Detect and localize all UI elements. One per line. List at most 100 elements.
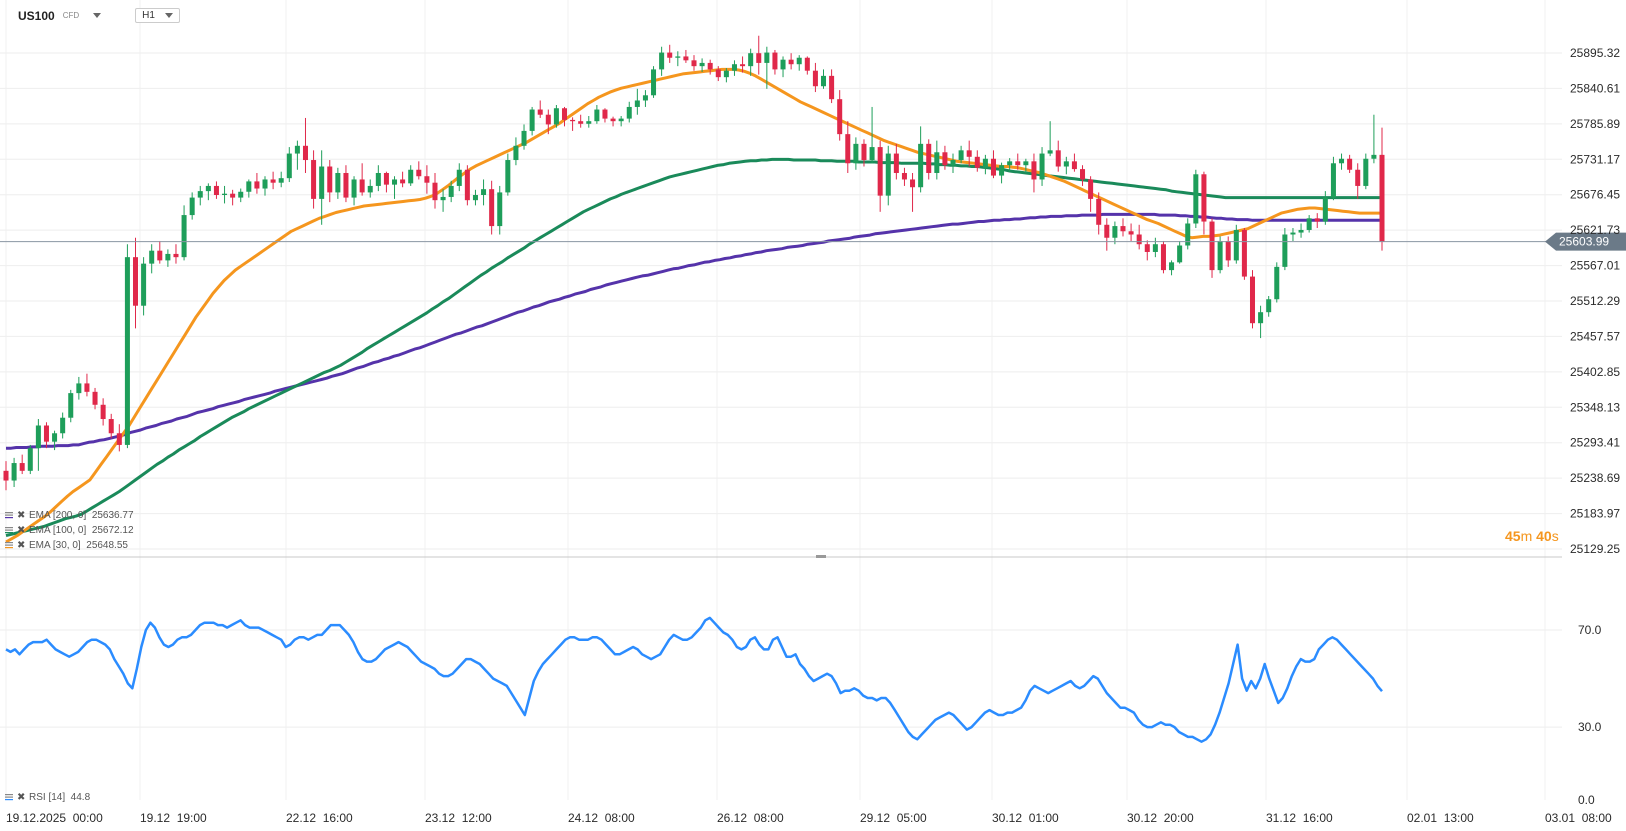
candle-body [311, 160, 317, 199]
symbol-dropdown-icon[interactable] [93, 13, 102, 18]
candle [472, 189, 478, 206]
candle-body [181, 215, 187, 258]
candle-body [84, 383, 90, 392]
candle [84, 373, 90, 397]
candle [999, 162, 1005, 184]
candle [812, 62, 818, 93]
price-tick-label: 25785.89 [1570, 117, 1620, 131]
candle [1136, 224, 1142, 250]
candle [1177, 240, 1183, 264]
countdown-minutes-unit: m [1521, 528, 1533, 544]
candle-body [400, 179, 406, 184]
candle-body [723, 70, 729, 78]
candle [553, 105, 559, 128]
candle-body [1031, 161, 1037, 180]
candle-body [1144, 244, 1150, 252]
candle-body [1055, 150, 1061, 167]
candle [173, 244, 179, 264]
candle-body [553, 108, 559, 125]
candle [43, 422, 49, 449]
candle [926, 139, 932, 180]
candle-body [278, 178, 284, 183]
price-tick-label: 25129.25 [1570, 542, 1620, 556]
candle [699, 58, 705, 72]
symbol-tag: CFD [62, 11, 80, 20]
menu-icon-bar [5, 544, 13, 546]
menu-icon[interactable] [5, 794, 13, 796]
price-tick-label: 25348.13 [1570, 400, 1620, 414]
candle [141, 257, 147, 316]
candle [1266, 296, 1272, 317]
candle-body [521, 130, 527, 146]
candle-body [141, 263, 147, 306]
candle-body [707, 62, 713, 70]
candle-body [1185, 223, 1191, 246]
candle [408, 165, 414, 186]
candle-body [132, 257, 139, 306]
candle-body [108, 419, 114, 434]
candle [675, 51, 681, 67]
candle-body [1071, 161, 1077, 170]
time-tick-label: 24.12 08:00 [568, 811, 635, 825]
candle [586, 116, 592, 128]
candle [651, 66, 657, 98]
candle-body [448, 185, 454, 197]
candle-body [173, 253, 179, 258]
legend-item: ✖ EMA [100, 0] 25672.12 [5, 525, 134, 536]
candle [367, 179, 373, 198]
candle [537, 100, 543, 118]
menu-icon[interactable] [5, 542, 13, 544]
candle-body [942, 152, 948, 166]
symbol-name[interactable]: US100 [18, 8, 55, 23]
candle-body [974, 156, 980, 168]
time-axis[interactable]: 19.12.2025 00:00 19.12 19:00 22.12 16:00 23… [6, 811, 1612, 825]
candle [448, 180, 454, 203]
candle [1322, 191, 1328, 225]
candle [731, 60, 737, 76]
candle [262, 176, 268, 196]
candle [529, 106, 535, 136]
candle [424, 165, 430, 194]
candle [351, 176, 357, 206]
menu-icon[interactable] [5, 527, 13, 529]
candle-body [537, 109, 543, 115]
candle-body [594, 109, 600, 122]
candle-body [756, 53, 762, 63]
candle [1209, 218, 1215, 278]
timeframe-select[interactable]: H1 [135, 8, 180, 23]
candle [1371, 114, 1377, 164]
candle [416, 161, 422, 180]
remove-icon[interactable]: ✖ [17, 540, 25, 551]
candle-body [918, 143, 924, 188]
candle-body [327, 166, 333, 193]
chevron-down-icon[interactable] [164, 13, 173, 18]
candle-body [764, 52, 770, 63]
candlestick-series [3, 35, 1385, 491]
candle [1169, 260, 1175, 276]
price-axis[interactable]: 25895.32 25840.61 25785.89 25731.17 25676.45… [1570, 46, 1620, 556]
candle [1233, 224, 1239, 264]
candle [319, 150, 325, 225]
remove-icon[interactable]: ✖ [17, 510, 25, 521]
menu-icon[interactable] [5, 512, 13, 514]
candle [302, 117, 308, 173]
remove-icon[interactable]: ✖ [17, 792, 25, 803]
time-tick-label: 19.12 19:00 [140, 811, 207, 825]
candle [222, 185, 228, 204]
candle [456, 163, 462, 192]
candle-body [1363, 158, 1369, 186]
candle-body [1306, 218, 1312, 230]
rsi-axis[interactable]: 70.0 30.0 0.0 [1578, 623, 1602, 807]
remove-icon[interactable]: ✖ [17, 525, 25, 536]
menu-icon-bar [5, 514, 13, 516]
legend-label: EMA [100, 0] 25672.12 [29, 525, 134, 536]
candle [359, 163, 365, 196]
price-tick-label: 25676.45 [1570, 188, 1620, 202]
candle [375, 165, 381, 192]
candle [780, 56, 786, 78]
candle [400, 171, 406, 188]
pane-resize-handle[interactable] [816, 555, 826, 558]
candle [982, 154, 988, 175]
candle [76, 376, 82, 400]
